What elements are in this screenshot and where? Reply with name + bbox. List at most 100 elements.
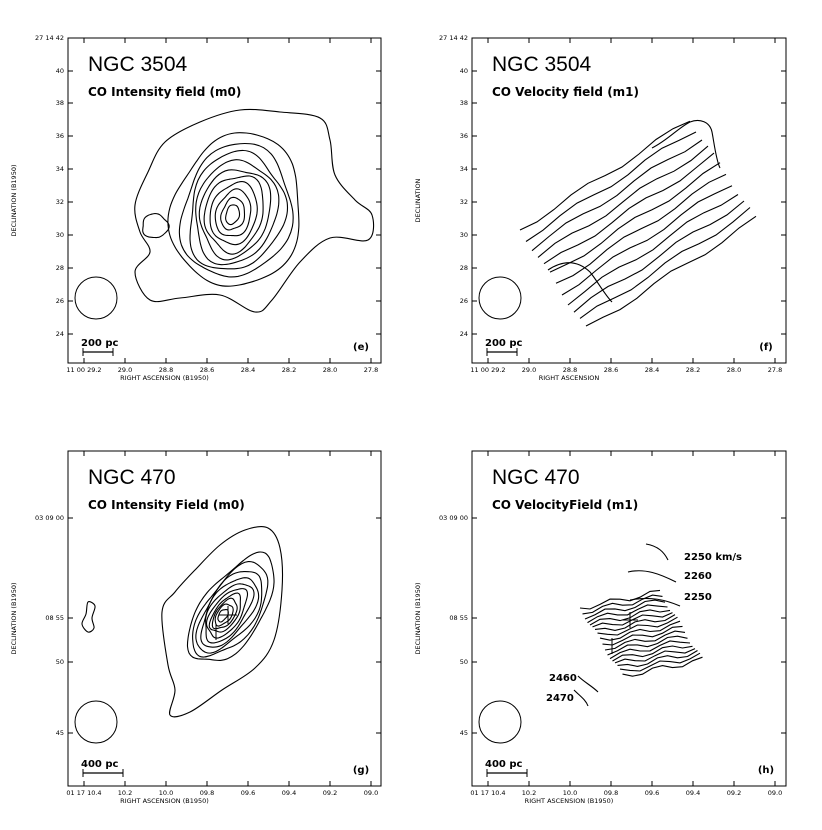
contour-line [582,594,663,615]
contour-line [195,571,263,654]
contour-label: 2250 [684,592,712,603]
y-tick-label: 08 55 [449,614,468,622]
contour-line [627,570,677,583]
x-tick-label: 11 00 29.2 [470,366,505,374]
x-tick-label: 27.8 [364,366,378,374]
x-tick-label: 09.2 [727,789,741,797]
contour-line [617,650,698,667]
x-axis-label: RIGHT ASCENSION (B1950) [120,797,209,805]
contour-line [579,207,751,319]
y-tick-label: 45 [56,729,64,737]
y-tick-label: 34 [56,165,64,173]
x-tick-label: 28.8 [159,366,173,374]
contour-line [547,262,613,303]
contour-line [208,592,241,633]
y-tick-label: 36 [460,132,468,140]
contour-line [200,577,260,648]
y-tick-label: 28 [56,264,64,272]
x-tick-label: 28.0 [323,366,337,374]
panel-title: NGC 470 [88,466,176,489]
contour-line [81,601,96,633]
y-tick-label: 40 [56,67,64,75]
contour-label: 2260 [684,571,712,582]
x-tick-label: 09.8 [604,789,618,797]
contour-label: 2460 [549,673,577,684]
contours [519,119,757,327]
x-tick-label: 28.6 [200,366,214,374]
contour-line [192,561,269,658]
contour-line [186,551,275,662]
scale-bar-label: 400 pc [485,759,523,770]
contour-line [519,120,691,231]
panel-letter: (f) [759,342,773,353]
y-axis-label: DECLINATION (B1950) [10,583,18,655]
contour-line [195,159,280,266]
panel-letter: (h) [758,765,774,776]
contour-label: 2250 km/s [684,552,742,563]
x-tick-label: 09.0 [768,789,782,797]
y-axis-label: DECLINATION [414,178,422,222]
contours [81,526,283,718]
contour-line [220,196,246,231]
y-tick-label: 27 14 42 [35,34,64,42]
contour-line [561,185,733,296]
contour-line [225,204,241,226]
contour-line [209,180,258,246]
contour-line [214,603,234,627]
contour-line [567,194,739,306]
x-tick-label: 09.6 [645,789,659,797]
y-tick-label: 32 [460,198,468,206]
contour-label: 2470 [546,693,574,704]
contour-line [602,625,683,646]
y-tick-label: 30 [460,231,468,239]
contour-line [167,132,300,287]
panel-subtitle: CO Velocity field (m1) [492,85,639,99]
x-tick-label: 10.2 [522,789,536,797]
beam-circle [74,700,118,744]
x-tick-label: 28.2 [282,366,296,374]
contour-line [607,635,688,656]
y-tick-label: 40 [460,67,468,75]
x-axis-label: RIGHT ASCENSION (B1950) [525,797,614,805]
contours [134,108,375,313]
y-tick-label: 38 [460,99,468,107]
contour-line [604,630,686,651]
contour-line [573,689,589,707]
contour-line [651,119,721,169]
panel-1: 11 00 29.2 29.0 28.8 28.6 28.4 28.2 28.0 27.8 27… [414,34,787,382]
beam-circle [478,700,522,744]
y-tick-label: 50 [56,658,64,666]
contour-line [584,599,666,620]
panel-title: NGC 470 [492,466,580,489]
contour-line [585,215,757,327]
x-tick-label: 29.0 [522,366,536,374]
scale-bar-label: 200 pc [81,338,119,349]
y-axis-label: DECLINATION (B1950) [10,165,18,237]
contour-line [205,583,255,644]
y-tick-label: 32 [56,198,64,206]
panel-subtitle: CO Intensity Field (m0) [88,498,245,512]
y-tick-label: 08 55 [45,614,64,622]
x-tick-label: 11 00 29.2 [66,366,101,374]
x-tick-label: 27.8 [768,366,782,374]
contour-line [161,526,283,718]
x-tick-label: 28.4 [241,366,255,374]
panel-subtitle: CO Intensity field (m0) [88,85,241,99]
contour-line [217,609,229,623]
y-tick-label: 30 [56,231,64,239]
contour-line [189,149,289,270]
panel-2: 01 17 10.4 10.2 10.0 09.8 09.6 09.4 09.2 09.0 03… [10,450,382,805]
contour-line [599,620,681,641]
x-tick-label: 10.0 [563,789,577,797]
contours [573,543,703,707]
contour-line [577,675,599,693]
y-tick-label: 03 09 00 [439,514,468,522]
y-tick-label: 26 [460,297,468,305]
x-tick-label: 09.2 [323,789,337,797]
contour-line [198,169,272,261]
contour-line [645,543,669,561]
y-tick-label: 24 [460,330,468,338]
contour-line [531,139,703,252]
contour-line [203,175,264,255]
